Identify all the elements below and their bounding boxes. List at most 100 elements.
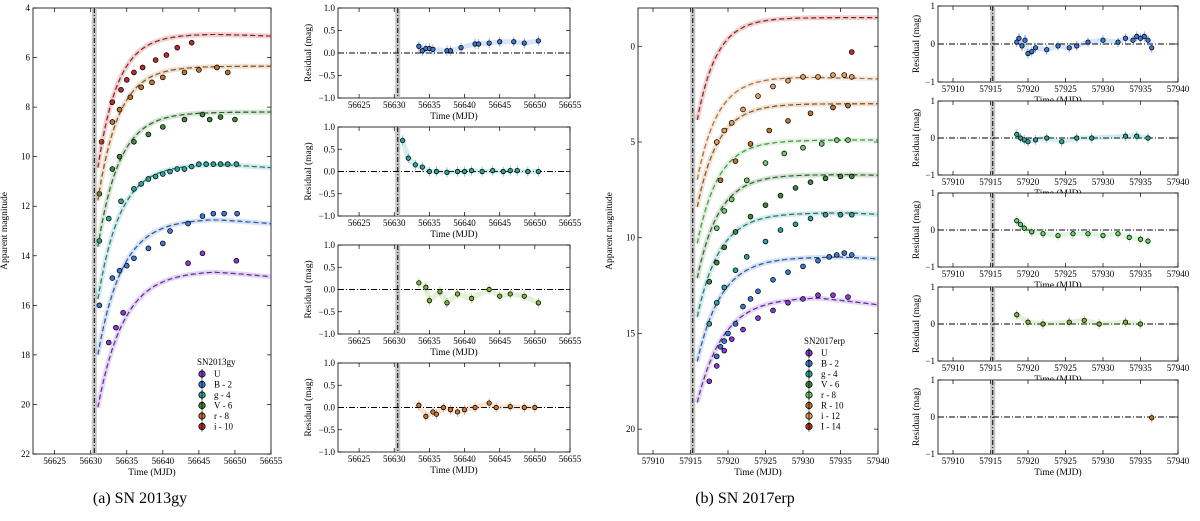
y-tick-label: 4 [26, 3, 31, 13]
sn2013gy-lightcurve-chart: 56625 56630 56635 56640 56645 56650 56655 4 6 8 10… [0, 3, 283, 478]
x-tick-label: 57925 [1054, 456, 1077, 466]
x-tick-label: 57920 [1017, 269, 1040, 279]
x-tick-label: 57910 [942, 177, 965, 187]
data-point [721, 127, 728, 134]
y-tick-label: 0 [631, 41, 636, 51]
data-point [706, 378, 713, 385]
fit-curve-color [696, 212, 878, 317]
y-tick-label: 1 [931, 188, 936, 198]
data-point [206, 116, 213, 123]
x-tick-label: 56625 [348, 100, 371, 110]
data-point [785, 77, 791, 84]
data-point [123, 77, 130, 83]
data-point [160, 240, 166, 247]
data-point [792, 221, 799, 228]
residual-point [1126, 234, 1132, 240]
data-point [152, 173, 159, 180]
x-axis-label: Time (MJD) [1034, 467, 1081, 478]
data-point [732, 158, 739, 164]
fit-curve-color [97, 219, 271, 355]
data-point [214, 64, 220, 71]
data-point [717, 177, 724, 184]
y-tick-label: −1.0 [319, 93, 336, 103]
data-point [174, 166, 181, 172]
y-tick-label: 0.0 [324, 48, 336, 58]
data-point [822, 211, 829, 218]
residual-point [1074, 43, 1080, 49]
caption-right: (b) SN 2017erp [695, 490, 795, 507]
x-tick-label: 56625 [43, 456, 66, 466]
data-point [815, 292, 821, 298]
y-tick-label: 0.5 [324, 380, 336, 390]
data-point [706, 278, 713, 285]
plot-area [694, 15, 878, 404]
x-tick-label: 56630 [383, 336, 406, 346]
residual-panel: 56625 56630 56635 56640 56645 56650 56655 −1.0 −… [303, 122, 582, 240]
y-tick-label: 12 [21, 201, 30, 211]
residual-point [1115, 39, 1121, 45]
residual-point [1017, 221, 1024, 228]
residual-point [1014, 131, 1020, 137]
residual-point [507, 291, 513, 297]
x-tick-label: 56640 [453, 336, 476, 346]
residual-point [444, 300, 450, 306]
data-point [713, 259, 720, 266]
data-point [800, 144, 806, 151]
x-tick-label: 57910 [642, 456, 665, 466]
data-point [841, 72, 848, 78]
data-point [109, 166, 116, 172]
residual-point [1137, 321, 1144, 327]
data-point [145, 245, 152, 252]
fit-curve-color [696, 17, 878, 120]
data-point [848, 173, 855, 180]
y-tick-label: 20 [626, 424, 636, 434]
data-point [807, 215, 814, 222]
data-point [833, 252, 840, 258]
residual-point [447, 407, 454, 413]
y-tick-label: −1 [925, 170, 935, 180]
data-point [792, 185, 799, 191]
data-point [830, 72, 836, 78]
residual-panel: 57910 57915 57920 57925 57930 57935 57940 −1 0 1 T… [911, 282, 1190, 385]
residual-point [1074, 135, 1080, 141]
residual-point [1032, 45, 1039, 51]
y-tick-label: −1 [925, 449, 935, 459]
data-point [196, 67, 202, 73]
x-tick-label: 57915 [979, 177, 1002, 187]
residual-point [1149, 415, 1155, 421]
residual-point [1085, 231, 1091, 237]
x-tick-label: 56650 [224, 456, 247, 466]
residual-point [1122, 319, 1129, 325]
residual-point [535, 38, 541, 44]
data-point [131, 255, 137, 262]
x-tick-label: 56650 [524, 336, 547, 346]
residual-point [1040, 231, 1046, 237]
y-tick-label: −0.5 [319, 71, 336, 81]
x-tick-label: 57935 [829, 456, 852, 466]
residual-point [476, 41, 482, 47]
x-tick-label: 57935 [1129, 363, 1152, 373]
data-point [818, 141, 825, 147]
x-tick-label: 57935 [1129, 177, 1152, 187]
legend-entry: I - 14 [821, 422, 841, 432]
data-point [120, 309, 126, 316]
x-tick-label: 56650 [524, 454, 547, 464]
residual-panel: 57910 57915 57920 57925 57930 57935 57940 −1 0 1 T… [911, 96, 1190, 199]
residual-point [521, 293, 527, 299]
residual-point [416, 402, 422, 408]
data-point [118, 198, 124, 205]
data-point [728, 196, 735, 203]
x-tick-label: 57915 [679, 456, 702, 466]
residual-point [1089, 135, 1095, 141]
residual-point [1021, 225, 1027, 231]
legend-entry: r - 8 [214, 411, 229, 421]
x-tick-label: 56655 [559, 454, 582, 464]
data-point [807, 110, 814, 117]
data-point [725, 330, 731, 337]
y-axis-label: Residual (mag) [911, 295, 922, 353]
data-point [163, 52, 170, 58]
fit-curve-color [97, 271, 271, 408]
residual-point [1044, 47, 1050, 53]
x-axis-label: Time (MJD) [430, 229, 477, 240]
x-tick-label: 57925 [1054, 269, 1077, 279]
